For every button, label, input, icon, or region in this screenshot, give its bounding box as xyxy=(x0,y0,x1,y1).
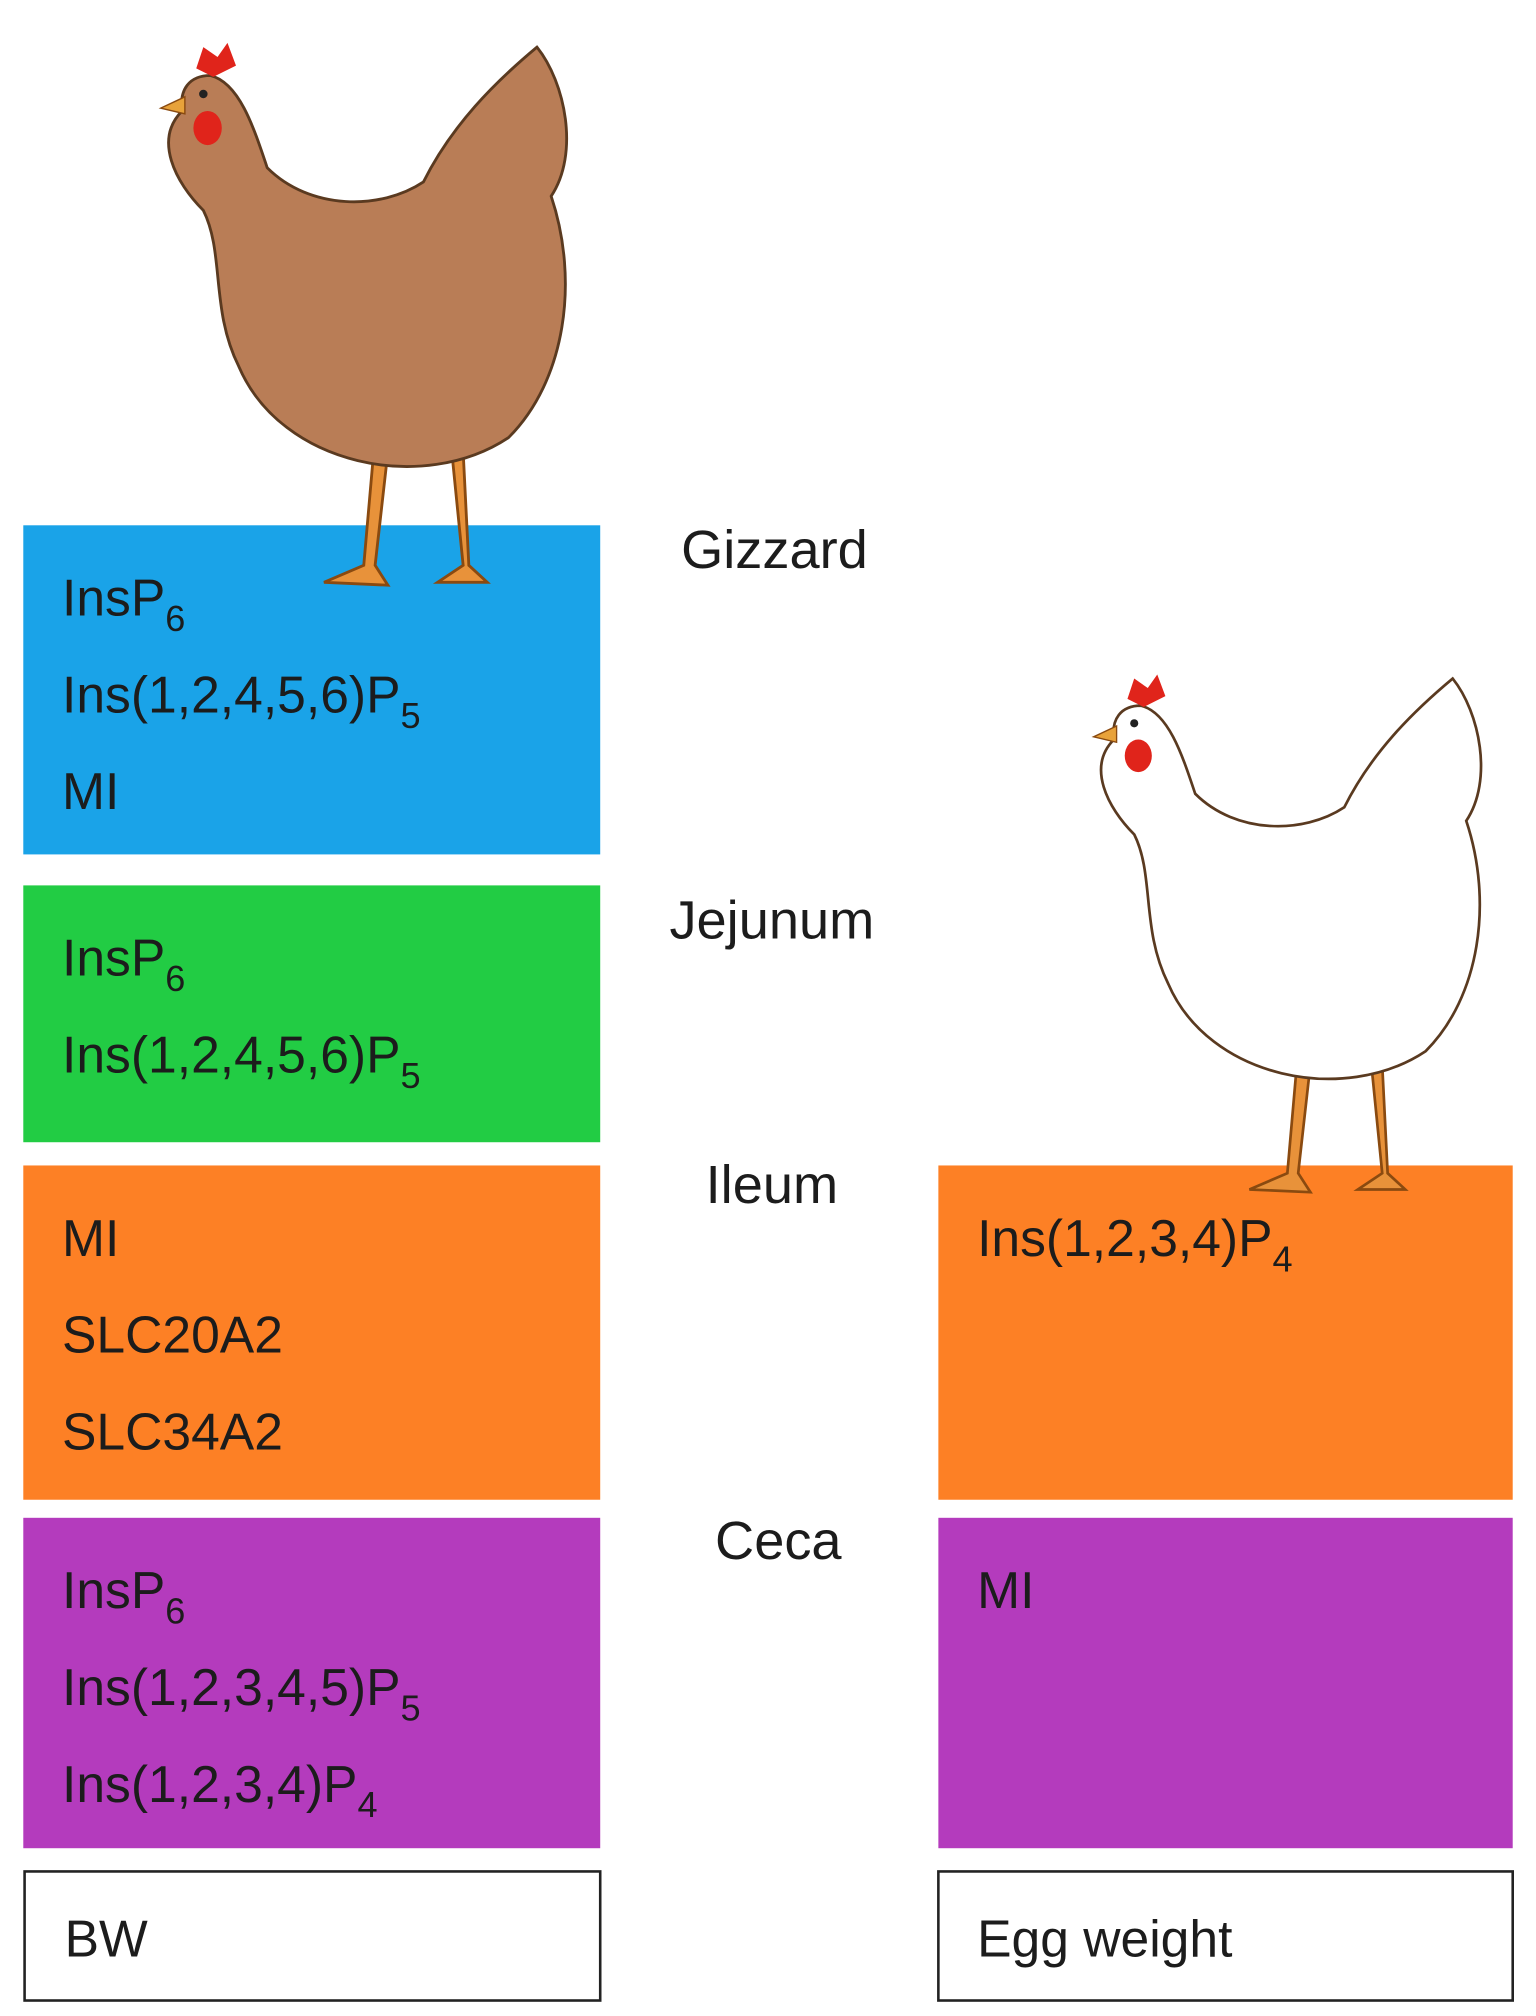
box-item: InsP6 xyxy=(62,1561,185,1631)
item-text: SLC20A2 xyxy=(62,1306,283,1364)
item-text: Ins(1,2,4,5,6)P xyxy=(62,665,401,723)
white-hen xyxy=(1092,673,1483,1194)
item-subscript: 4 xyxy=(1273,1238,1293,1279)
item-text: Ins(1,2,4,5,6)P xyxy=(62,1026,401,1084)
box-item: InsP6 xyxy=(62,929,185,999)
item-text: Ins(1,2,3,4,5)P xyxy=(62,1658,401,1716)
item-subscript: 5 xyxy=(401,1055,421,1096)
box-item: SLC34A2 xyxy=(62,1402,283,1460)
item-subscript: 6 xyxy=(165,958,185,999)
segment-label: Ileum xyxy=(706,1155,839,1215)
item-text: InsP xyxy=(62,569,165,627)
box-item: InsP6 xyxy=(62,569,185,639)
item-subscript: 6 xyxy=(165,1591,185,1632)
item-subscript: 5 xyxy=(401,1687,421,1728)
item-text: SLC34A2 xyxy=(62,1402,283,1460)
segment-box xyxy=(23,525,601,855)
footer-box xyxy=(23,1870,602,2002)
item-text: Ins(1,2,3,4)P xyxy=(977,1209,1272,1267)
footer-box xyxy=(937,1870,1514,2002)
item-text: InsP xyxy=(62,929,165,987)
segment-label: Jejunum xyxy=(669,890,874,950)
segment-box xyxy=(23,1517,601,1849)
item-subscript: 5 xyxy=(401,695,421,736)
box-item: Ins(1,2,4,5,6)P5 xyxy=(62,665,421,735)
item-text: Ins(1,2,3,4)P xyxy=(62,1755,357,1813)
footer-label: BW xyxy=(65,1910,148,1968)
item-text: MI xyxy=(62,1209,119,1267)
item-subscript: 6 xyxy=(165,598,185,639)
footer-label: Egg weight xyxy=(977,1910,1232,1968)
segment-label: Gizzard xyxy=(681,520,868,580)
brown-hen xyxy=(159,41,569,587)
segment-box xyxy=(23,1165,601,1500)
box-item: MI xyxy=(62,1209,119,1267)
box-item: Ins(1,2,3,4)P4 xyxy=(977,1209,1293,1279)
box-item: Ins(1,2,3,4,5)P5 xyxy=(62,1658,421,1728)
item-subscript: 4 xyxy=(357,1784,377,1825)
segment-box xyxy=(23,885,601,1143)
segment-box xyxy=(938,1165,1513,1500)
box-item: MI xyxy=(977,1561,1034,1619)
item-text: InsP xyxy=(62,1561,165,1619)
item-text: MI xyxy=(62,762,119,820)
segment-label: Ceca xyxy=(715,1511,842,1571)
box-item: Ins(1,2,4,5,6)P5 xyxy=(62,1026,421,1096)
segment-box xyxy=(938,1517,1513,1849)
box-item: MI xyxy=(62,762,119,820)
box-item: SLC20A2 xyxy=(62,1306,283,1364)
box-item: Ins(1,2,3,4)P4 xyxy=(62,1755,378,1825)
item-text: MI xyxy=(977,1561,1034,1619)
